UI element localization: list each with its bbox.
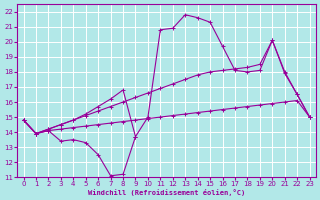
X-axis label: Windchill (Refroidissement éolien,°C): Windchill (Refroidissement éolien,°C) [88, 189, 245, 196]
